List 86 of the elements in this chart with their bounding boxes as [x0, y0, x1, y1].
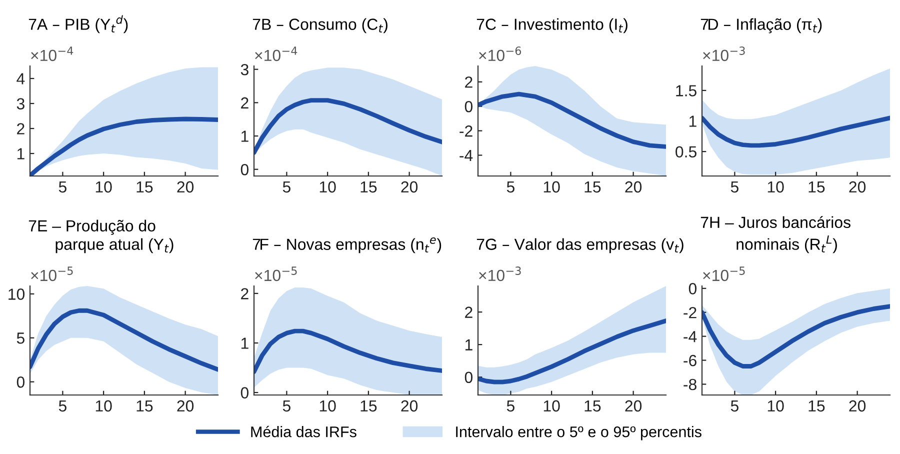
- y-tick-label: 1: [689, 116, 696, 127]
- x-tick-label: 20: [177, 400, 194, 412]
- x-tick-label: 5: [58, 400, 66, 412]
- y-tick-label: 1.5: [676, 85, 696, 96]
- x-tick-label: 15: [808, 400, 825, 412]
- y-tick-label: 1: [17, 148, 24, 160]
- y-tick-label: 2: [465, 76, 472, 88]
- x-tick-label: 15: [360, 400, 377, 412]
- y-tick-label: 3: [16, 98, 24, 110]
- x-tick-label: 10: [96, 400, 112, 412]
- y-tick-label: 2: [17, 123, 24, 134]
- y-tick-label: 10: [8, 288, 25, 300]
- y-tick-label: 2: [241, 288, 248, 300]
- y-tick-label: -4: [460, 150, 473, 162]
- x-tick-label: 5: [730, 400, 738, 412]
- x-tick-label: 20: [849, 181, 866, 193]
- x-tick-label: 5: [506, 400, 514, 412]
- y-tick-label: -4: [684, 331, 697, 342]
- x-tick-label: 15: [584, 400, 601, 412]
- chart-title: 7F – Novas empresas (n$_{t}$$^{e}$): [252, 237, 442, 254]
- y-tick-label: 2: [465, 306, 472, 318]
- y-tick-label: 0.5: [676, 146, 696, 158]
- x-tick-label: 15: [136, 400, 153, 412]
- y-tick-label: 1: [241, 338, 248, 349]
- x-tick-label: 20: [849, 400, 866, 412]
- text: ×10$^{−4}$: [31, 46, 74, 62]
- x-tick-label: 20: [177, 181, 194, 193]
- line-series: [30, 308, 218, 372]
- line-series: [254, 98, 442, 155]
- y-tick-label: 4: [16, 73, 25, 84]
- x-tick-label: 20: [625, 400, 642, 412]
- x-tick-label: 10: [768, 400, 784, 412]
- y-tick-label: -2: [460, 125, 472, 137]
- y-tick-label: 0: [240, 164, 249, 176]
- x-tick-label: 15: [360, 181, 377, 193]
- chart-title: 7A – PIB (Y$_{t}$$^{d}$): [28, 15, 128, 34]
- text: ×10$^{−6}$: [479, 46, 522, 62]
- chart-title: 7B – Consumo (C$_{t}$): [252, 18, 388, 34]
- legend-label: Média das IRFs: [251, 426, 356, 438]
- text: ×10$^{−5}$: [255, 266, 297, 282]
- x-tick-label: 15: [808, 181, 825, 193]
- text: Intervalo entre o 5º e o 95º percentis: [456, 426, 702, 440]
- y-tick-label: 0: [464, 100, 473, 112]
- x-tick-label: 10: [544, 400, 560, 412]
- x-tick-label: 10: [544, 181, 560, 193]
- x-tick-label: 20: [401, 400, 418, 412]
- line-series: [702, 116, 890, 148]
- x-tick-label: 20: [401, 181, 418, 193]
- x-tick-label: 15: [584, 181, 601, 193]
- text: ×10$^{−3}$: [703, 46, 745, 62]
- y-tick-label: 3: [240, 64, 248, 76]
- x-tick-label: 10: [320, 400, 336, 412]
- text: ×10$^{−5}$: [703, 266, 745, 282]
- chart-title: 7H – Juros bancários nominais (R$_{t}$$^{L}$): [700, 216, 850, 254]
- x-tick-label: 10: [320, 181, 336, 193]
- x-tick-label: 5: [506, 181, 514, 193]
- x-tick-label: 10: [96, 181, 112, 193]
- y-tick-label: 5: [16, 332, 24, 344]
- y-tick-label: 2: [241, 97, 248, 108]
- y-tick-label: 0: [464, 372, 473, 384]
- x-tick-label: 5: [730, 181, 738, 193]
- x-tick-label: 10: [768, 181, 784, 193]
- y-tick-label: 0: [240, 387, 249, 398]
- y-tick-label: -6: [684, 354, 696, 366]
- y-tick-label: 0: [688, 283, 697, 294]
- text: ×10$^{−5}$: [31, 266, 73, 282]
- chart-title: 7G – Valor das empresas (v$_{t}$): [476, 238, 684, 254]
- x-tick-label: 15: [136, 181, 153, 193]
- x-tick-label: 5: [282, 400, 290, 412]
- line-series: [478, 92, 666, 149]
- y-tick-label: -2: [684, 306, 696, 318]
- x-tick-label: 5: [282, 181, 290, 193]
- text: ×10$^{−3}$: [479, 266, 521, 282]
- y-tick-label: 1: [465, 339, 472, 350]
- y-tick-label: -8: [684, 378, 696, 390]
- line-series: [254, 328, 442, 374]
- y-tick-label: 1: [241, 130, 248, 142]
- chart-title: 7D – Inflação (π$_{t}$): [700, 18, 822, 34]
- y-tick-label: 0: [16, 376, 25, 388]
- text: ×10$^{−4}$: [255, 46, 298, 62]
- chart-title: 7C – Investimento (I$_{t}$): [476, 18, 628, 34]
- line-series: [478, 318, 666, 384]
- x-tick-label: 20: [625, 181, 642, 193]
- x-tick-label: 5: [58, 181, 66, 193]
- line-series: [702, 304, 890, 368]
- chart-title: 7E – Produção do parque atual (Y$_{t}$): [28, 220, 174, 254]
